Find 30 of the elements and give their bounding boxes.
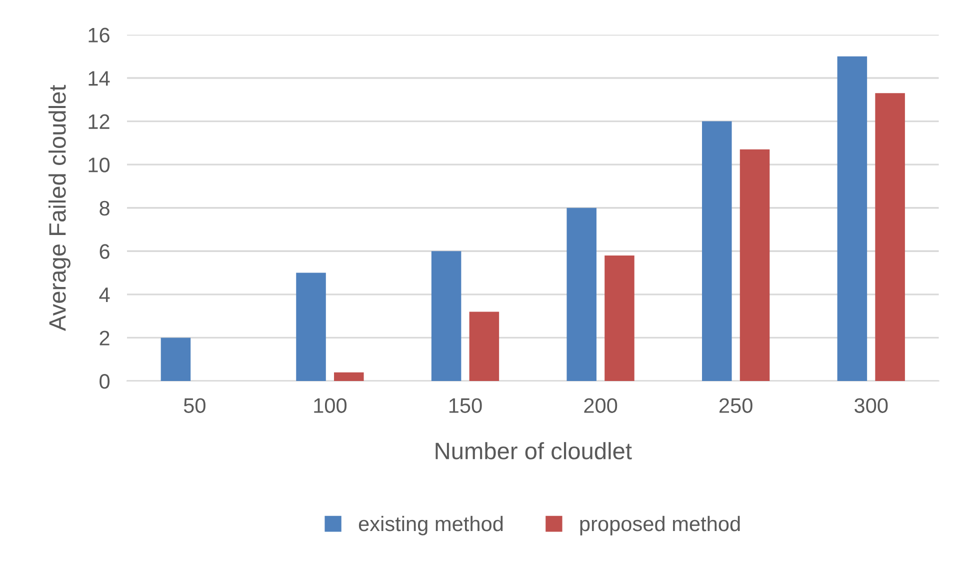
legend-label: proposed method (580, 516, 740, 536)
y-axis-title: Average Failed cloudlet (48, 84, 71, 331)
y-tick-label: 2 (100, 330, 110, 346)
y-tick-label: 16 (88, 28, 110, 42)
y-tick-label: 10 (88, 158, 110, 172)
bar (566, 208, 596, 381)
x-axis-title: Number of cloudlet (436, 442, 632, 460)
y-tick-label: 4 (99, 288, 110, 302)
y-tick-label: 6 (100, 244, 110, 259)
y-tick-label: 0 (100, 374, 110, 389)
x-tick-label: 50 (184, 398, 206, 413)
bar (604, 255, 634, 381)
x-tick-label: 150 (449, 398, 482, 413)
x-tick-label: 200 (584, 398, 618, 413)
bar (702, 121, 732, 381)
x-tick-label: 100 (314, 398, 347, 413)
bar (160, 338, 191, 381)
bar (740, 149, 770, 381)
y-tick-label: 12 (88, 114, 110, 129)
bar (469, 312, 500, 381)
legend-label: existing method (358, 516, 503, 536)
y-tick-label: 8 (100, 200, 110, 216)
bar (334, 372, 364, 381)
bar (875, 93, 905, 381)
bar (431, 251, 462, 381)
x-tick-label: 300 (854, 398, 888, 413)
x-tick-label: 250 (720, 398, 752, 413)
bar (837, 56, 868, 381)
bar (296, 272, 326, 381)
y-tick-label: 14 (88, 71, 110, 86)
